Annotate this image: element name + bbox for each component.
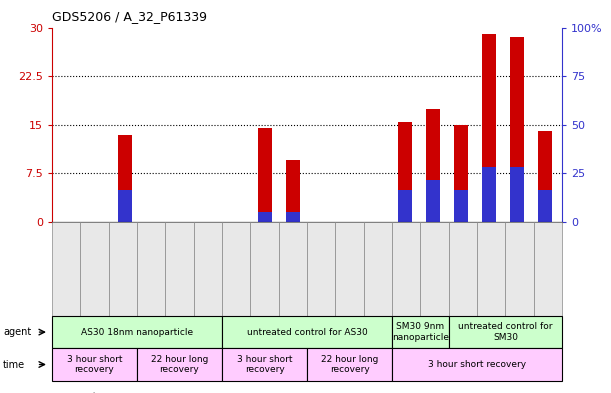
Bar: [286, 160, 300, 222]
Text: SM30 9nm
nanoparticle: SM30 9nm nanoparticle: [392, 322, 449, 342]
Text: agent: agent: [3, 327, 31, 337]
Bar: [118, 189, 132, 222]
Text: AS30 18nm nanoparticle: AS30 18nm nanoparticle: [81, 328, 193, 336]
Bar: [118, 134, 132, 222]
Text: 3 hour short
recovery: 3 hour short recovery: [67, 355, 122, 374]
Bar: [258, 128, 272, 222]
Text: untreated control for AS30: untreated control for AS30: [247, 328, 367, 336]
Text: 22 hour long
recovery: 22 hour long recovery: [151, 355, 208, 374]
Bar: [426, 108, 440, 222]
Bar: [538, 131, 552, 222]
Text: time: time: [3, 360, 25, 369]
Bar: [510, 37, 524, 222]
Bar: [482, 167, 496, 222]
Text: count: count: [69, 392, 97, 393]
Text: untreated control for
SM30: untreated control for SM30: [458, 322, 553, 342]
Bar: [454, 189, 468, 222]
Bar: [398, 121, 412, 222]
Bar: [454, 125, 468, 222]
Bar: [482, 34, 496, 222]
Text: 22 hour long
recovery: 22 hour long recovery: [321, 355, 378, 374]
Bar: [538, 189, 552, 222]
Bar: [286, 212, 300, 222]
Bar: [426, 180, 440, 222]
Bar: [398, 189, 412, 222]
Bar: [510, 167, 524, 222]
Text: GDS5206 / A_32_P61339: GDS5206 / A_32_P61339: [52, 10, 207, 23]
Text: 3 hour short recovery: 3 hour short recovery: [428, 360, 526, 369]
Text: 3 hour short
recovery: 3 hour short recovery: [236, 355, 292, 374]
Bar: [258, 212, 272, 222]
